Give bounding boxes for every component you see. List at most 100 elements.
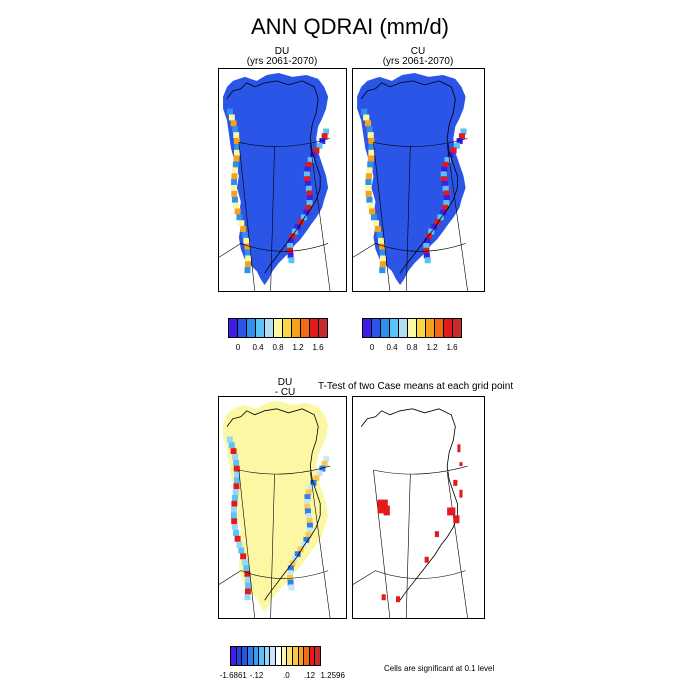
grid-cell (300, 541, 307, 548)
grid-cell (233, 465, 240, 472)
grid-cell (306, 195, 313, 202)
grid-cell (230, 120, 237, 127)
grid-cell (440, 209, 447, 216)
grid-cell (321, 133, 328, 140)
grid-cell (425, 233, 432, 240)
grid-cell (367, 202, 374, 209)
grid-cell (437, 214, 444, 221)
grid-cell (379, 267, 386, 274)
diff-map-panel (218, 396, 347, 619)
grid-cell (287, 252, 294, 259)
grid-cell (233, 149, 240, 156)
diff-map (219, 400, 331, 618)
grid-cell (305, 185, 312, 192)
grid-cell (226, 436, 233, 443)
grid-cell (316, 470, 323, 477)
grid-cell (289, 233, 296, 240)
grid-cell (366, 196, 373, 203)
grid-cell (307, 157, 314, 164)
diff-panel-title: DU - CU (255, 378, 315, 398)
grid-cell (304, 498, 310, 505)
grid-cell (443, 195, 450, 202)
map-graticule (353, 138, 468, 291)
greenland-landmass (222, 400, 329, 613)
cu-title-line1: CU (410, 46, 426, 57)
grid-cell (232, 494, 239, 501)
graticule-line (219, 243, 242, 258)
grid-cell (423, 252, 430, 259)
ttest-map-panel (352, 396, 485, 619)
grid-cell (241, 231, 248, 238)
colorbar-tick-label: .12 (303, 671, 316, 680)
grid-cell (458, 133, 466, 140)
du-colorbar-ticks: 0 0.4 0.8 1.2 1.6 (228, 343, 338, 355)
grid-cell (306, 522, 313, 529)
grid-cell (321, 460, 328, 467)
grid-cell (227, 108, 233, 115)
grid-cell (370, 214, 378, 221)
grid-cell (303, 536, 310, 543)
graticule-line (353, 243, 376, 258)
grid-cell (366, 167, 373, 174)
grid-cell (297, 219, 304, 226)
colorbar-tick-label: 0.4 (252, 343, 264, 352)
graticule-line (270, 146, 275, 291)
grid-cell (244, 243, 251, 250)
grid-cell (442, 204, 449, 211)
grid-cell (231, 524, 238, 531)
grid-cell (238, 220, 245, 227)
graticule-line (373, 142, 391, 291)
grid-cell (287, 238, 294, 245)
grid-cell (305, 489, 312, 496)
grid-cell (313, 475, 320, 482)
cu-title-line2: (yrs 2061-2070) (382, 56, 454, 67)
graticule-line (238, 142, 256, 291)
grid-cell (303, 209, 310, 216)
grid-cell (238, 547, 245, 554)
diff-colorbar (230, 646, 336, 666)
grid-cell (379, 255, 387, 262)
map-graticule (353, 465, 468, 618)
grid-cell (366, 126, 373, 133)
grid-cell (365, 179, 372, 186)
grid-cell (230, 512, 237, 519)
grid-cell (244, 570, 251, 577)
grid-cell (441, 180, 448, 187)
coastline (226, 408, 321, 601)
grid-cell (234, 208, 241, 215)
graticule-line (270, 473, 275, 618)
grid-cell (234, 143, 241, 150)
grid-cell (369, 208, 376, 215)
grid-cell (231, 179, 237, 186)
significant-cell (424, 556, 429, 563)
map-graticule (219, 465, 331, 618)
colorbar-swatch (452, 318, 462, 338)
grid-cell (233, 138, 240, 144)
grid-cell (306, 527, 313, 534)
grid-cell (365, 173, 372, 180)
du-map-panel (218, 68, 347, 292)
graticule-line (375, 243, 466, 252)
grid-cell (304, 176, 311, 183)
grid-cell (287, 247, 294, 254)
grid-cell (231, 173, 238, 180)
grid-cell (289, 560, 296, 567)
significance-note: Cells are significant at 0.1 level (384, 664, 495, 673)
colorbar-tick-label: 1.6 (312, 343, 324, 352)
colorbar-tick-label: 1.2 (426, 343, 438, 352)
grid-cell (306, 200, 313, 206)
grid-cell (233, 132, 240, 139)
grid-cell (231, 500, 238, 507)
significant-cell (453, 515, 460, 524)
colorbar-tick-label: .0 (282, 671, 290, 680)
grid-cell (319, 138, 326, 144)
grid-cell (423, 242, 430, 249)
colorbar-tick-label: 0.8 (406, 343, 418, 352)
grid-cell (363, 114, 370, 121)
grid-cell (234, 471, 241, 478)
graticule-line (353, 570, 376, 585)
grid-cell (450, 147, 457, 154)
diff-title-line1: DU (277, 377, 293, 388)
grid-cell (244, 594, 251, 601)
grid-cell (443, 190, 450, 197)
